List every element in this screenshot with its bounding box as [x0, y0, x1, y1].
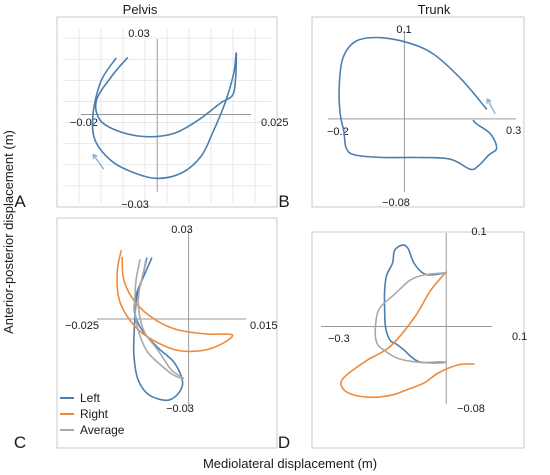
legend-label-average: Average	[80, 423, 125, 437]
panel-d-tick-y-min: −0.08	[457, 403, 485, 415]
panel-d-letter: D	[278, 433, 290, 452]
panel-c: C −0.025 0.015 0.03 −0.03	[14, 217, 278, 452]
panel-b-trace-left	[338, 36, 498, 171]
panel-d-trace-right	[340, 271, 475, 399]
panel-d-tick-y-max: 0.1	[471, 226, 486, 238]
panel-d-tick-x-max: 0.1	[512, 331, 527, 343]
panel-b-tick-y-min: −0.08	[382, 197, 410, 209]
panel-a-tick-x-max: 0.025	[261, 117, 289, 129]
panel-d-trace-average	[374, 272, 448, 364]
y-axis-title: Anterior-posterior displacement (m)	[1, 130, 16, 334]
panel-d-trace-left	[383, 244, 448, 364]
panel-b-tick-x-max: 0.3	[506, 125, 521, 137]
legend-label-left: Left	[80, 391, 101, 405]
panel-a-tick-x-min: −0.02	[70, 117, 98, 129]
panel-a: Pelvis A −0.02 0.025 0.03 −0.03	[14, 2, 288, 211]
panel-b-tick-x-min: −0.2	[327, 126, 349, 138]
panel-a-grid	[63, 29, 271, 203]
panel-a-direction-arrow	[92, 153, 105, 170]
legend-label-right: Right	[80, 407, 109, 421]
panel-c-tick-x-min: −0.025	[65, 320, 99, 332]
panel-a-letter: A	[14, 192, 26, 211]
panel-c-frame	[56, 217, 278, 449]
legend: Left Right Average	[60, 391, 125, 437]
panel-c-letter: C	[14, 433, 26, 452]
panel-a-tick-y-min: −0.03	[121, 199, 149, 211]
panel-b-direction-arrow	[486, 98, 496, 115]
panel-d-frame	[311, 231, 525, 449]
legend-entry-right: Right	[60, 407, 109, 421]
panel-d: D −0.3 0.1 0.1 −0.08	[278, 226, 527, 452]
panel-b-frame	[311, 16, 525, 208]
x-axis-title: Mediolateral displacement (m)	[203, 456, 377, 471]
panel-d-tick-x-min: −0.3	[328, 333, 350, 345]
panel-a-trace-left	[91, 52, 238, 180]
panel-a-tick-y-max: 0.03	[128, 28, 149, 40]
panel-b-title: Trunk	[418, 2, 451, 17]
panel-a-frame	[56, 16, 278, 208]
panel-c-tick-x-max: 0.015	[250, 320, 278, 332]
panel-b: Trunk B −0.2 0.3 0.1 −0.08	[278, 2, 525, 211]
panel-c-tick-y-min: −0.03	[166, 403, 194, 415]
panel-c-tick-y-max: 0.03	[171, 224, 192, 236]
panel-a-title: Pelvis	[123, 2, 158, 17]
legend-entry-average: Average	[60, 423, 125, 437]
panel-b-tick-y-max: 0.1	[396, 24, 411, 36]
legend-entry-left: Left	[60, 391, 101, 405]
panels-group: Pelvis A −0.02 0.025 0.03 −0.03 Trunk B −0.2 0.3 0…	[14, 2, 527, 452]
panel-c-trace-right	[116, 250, 234, 353]
panel-b-letter: B	[278, 192, 289, 211]
panel-c-trace-average	[133, 259, 185, 380]
